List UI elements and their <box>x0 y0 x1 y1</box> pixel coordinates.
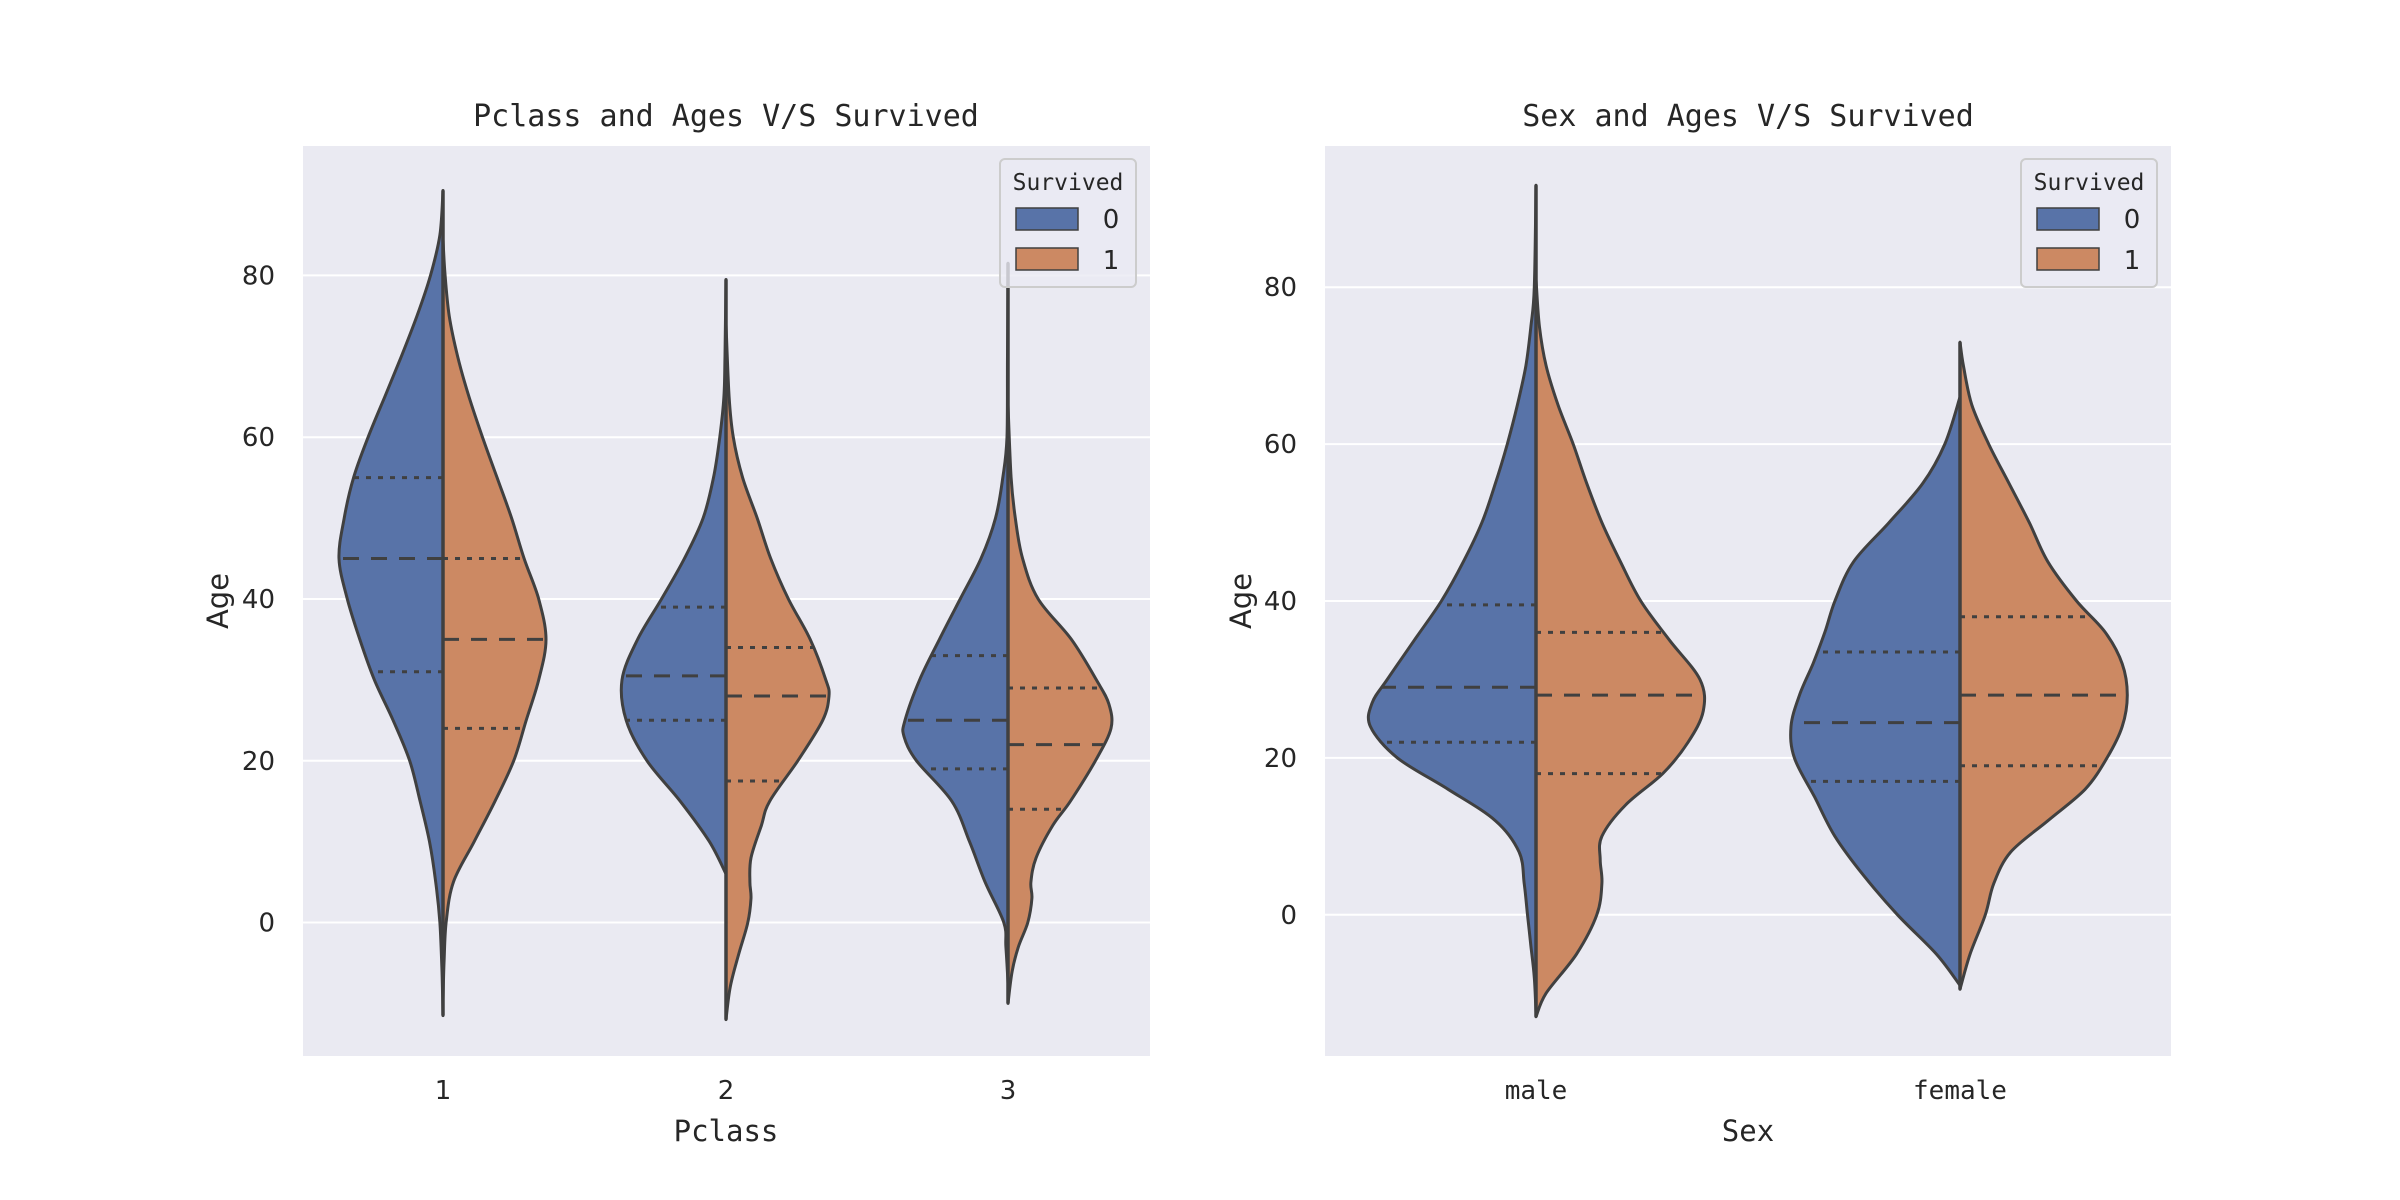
x-axis-label: Pclass <box>674 1114 779 1148</box>
y-axis-label: Age <box>1224 573 1258 629</box>
legend-swatch-0 <box>1015 207 1079 231</box>
y-tick-label: 60 <box>242 423 275 453</box>
legend-label-1: 1 <box>1103 246 1120 276</box>
legend: Survived 0 1 <box>999 158 1137 288</box>
y-tick-label: 20 <box>1264 744 1297 774</box>
chart-sex-age-survived: Sex and Ages V/S Survived Sex Age male fe… <box>1224 99 2171 1148</box>
y-tick-label: 40 <box>1264 587 1297 617</box>
violin-half-survived-0-2 <box>619 278 728 876</box>
legend-title: Survived <box>1013 170 1124 196</box>
chart-title: Sex and Ages V/S Survived <box>1522 99 1974 134</box>
y-tick-label: 80 <box>242 261 275 291</box>
legend-title: Survived <box>2034 170 2145 196</box>
x-tick-label: 2 <box>718 1076 735 1106</box>
y-tick-label: 80 <box>1264 273 1297 303</box>
violin-half-survived-1-1 <box>441 237 548 1001</box>
y-tick-label: 0 <box>1280 901 1297 931</box>
legend-label-0: 0 <box>1103 205 1120 235</box>
legend: Survived 0 1 <box>2020 158 2158 288</box>
violin-half-survived-1-2 <box>724 322 831 1022</box>
legend-label-1: 1 <box>2124 246 2141 276</box>
x-tick-label: female <box>1913 1076 2007 1106</box>
violin-half-survived-1-female <box>1958 340 2129 991</box>
y-tick-label: 60 <box>1264 430 1297 460</box>
x-axis-label: Sex <box>1722 1114 1774 1148</box>
violin-half-survived-1-male <box>1534 277 1707 1019</box>
chart-title: Pclass and Ages V/S Survived <box>473 99 979 134</box>
violin-half-survived-0-male <box>1366 183 1538 1015</box>
x-tick-label: 3 <box>1000 1076 1017 1106</box>
x-tick-labels: male female <box>1505 1076 2007 1106</box>
chart-pclass-age-survived: Pclass and Ages V/S Survived Pclass Age … <box>201 99 1150 1148</box>
violin-half-survived-0-3 <box>901 261 1010 985</box>
legend-swatch-1 <box>1015 247 1079 271</box>
y-tick-label: 40 <box>242 585 275 615</box>
violin-marks <box>337 189 1114 1022</box>
y-tick-label: 0 <box>258 909 275 939</box>
legend-swatch-1 <box>2036 247 2100 271</box>
legend-label-0: 0 <box>2124 205 2141 235</box>
x-tick-label: 1 <box>435 1076 452 1106</box>
x-tick-label: male <box>1505 1076 1568 1106</box>
violin-half-survived-0-female <box>1789 395 1962 987</box>
x-tick-labels: 1 2 3 <box>435 1076 1017 1106</box>
violin-half-survived-1-3 <box>1006 403 1114 1005</box>
y-tick-labels: 0 20 40 60 80 <box>242 261 275 938</box>
legend-swatch-0 <box>2036 207 2100 231</box>
y-axis-label: Age <box>201 573 235 629</box>
y-tick-label: 20 <box>242 747 275 777</box>
violin-half-survived-0-1 <box>337 189 445 1018</box>
violin-marks <box>1366 183 2129 1019</box>
y-tick-labels: 0 20 40 60 80 <box>1264 273 1297 931</box>
